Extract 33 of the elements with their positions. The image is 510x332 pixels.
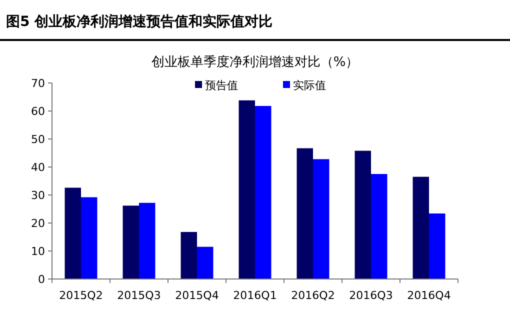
y-tick-label: 20: [31, 216, 45, 230]
bar: [81, 197, 98, 279]
bar: [180, 232, 197, 279]
x-tick-label: 2016Q4: [407, 289, 451, 302]
bar: [429, 213, 446, 279]
legend-label: 预告值: [205, 78, 238, 92]
y-tick-label: 0: [38, 272, 45, 286]
y-tick-label: 60: [31, 104, 45, 118]
bar: [255, 106, 272, 279]
x-tick-label: 2015Q2: [59, 289, 103, 302]
bar: [313, 159, 330, 279]
x-tick-label: 2016Q1: [233, 289, 277, 302]
y-tick-label: 40: [31, 160, 45, 174]
bar: [296, 148, 313, 279]
bar: [197, 246, 214, 279]
bar: [64, 188, 81, 279]
x-tick-label: 2016Q3: [349, 289, 393, 302]
bar: [354, 150, 371, 279]
x-tick-label: 2016Q2: [291, 289, 335, 302]
bar: [412, 176, 429, 279]
bar: [238, 100, 255, 279]
bar: [122, 206, 139, 279]
y-tick-label: 70: [31, 76, 45, 90]
x-tick-label: 2015Q4: [175, 289, 219, 302]
chart-subtitle: 创业板单季度净利润增速对比（%）: [151, 54, 359, 70]
bar: [139, 202, 156, 279]
y-tick-label: 10: [31, 244, 45, 258]
y-tick-label: 30: [31, 188, 45, 202]
x-tick-label: 2015Q3: [117, 289, 161, 302]
bar: [371, 174, 388, 279]
legend-label: 实际值: [293, 78, 326, 92]
chart-title: 图5 创业板净利润增速预告值和实际值对比: [6, 13, 273, 30]
y-tick-label: 50: [31, 132, 45, 146]
